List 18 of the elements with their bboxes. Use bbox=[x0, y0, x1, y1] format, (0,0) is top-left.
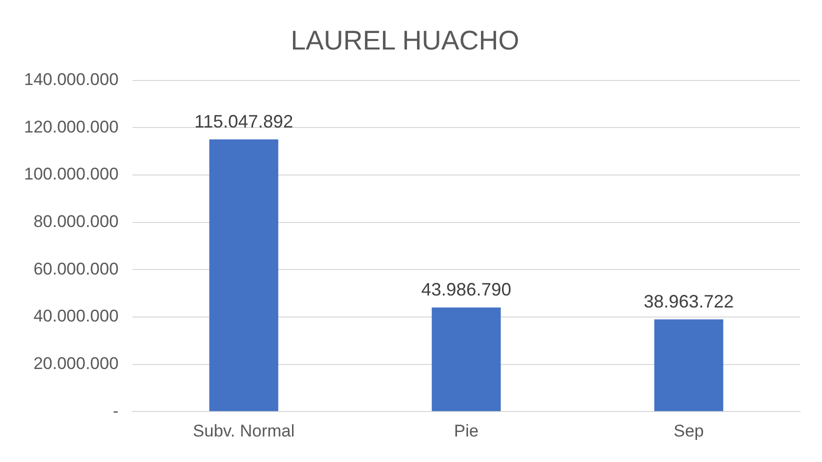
bar bbox=[654, 319, 724, 412]
y-tick-label: 60.000.000 bbox=[33, 259, 119, 278]
y-tick-label: 120.000.000 bbox=[24, 117, 119, 136]
x-tick-label: Subv. Normal bbox=[192, 421, 295, 440]
data-label: 43.986.790 bbox=[421, 280, 512, 300]
y-tick-label: 80.000.000 bbox=[33, 212, 119, 232]
x-tick-label: Sep bbox=[674, 421, 704, 440]
bar bbox=[209, 139, 278, 412]
y-tick-label: - bbox=[112, 401, 119, 420]
chart-title: LAUREL HUACHO bbox=[290, 26, 520, 56]
y-tick-label: 20.000.000 bbox=[33, 354, 119, 373]
data-label: 38.963.722 bbox=[644, 291, 734, 312]
x-tick-label: Pie bbox=[454, 421, 479, 440]
y-tick-label: 100.000.000 bbox=[24, 164, 119, 184]
y-tick-label: 140.000.000 bbox=[24, 70, 119, 90]
bar bbox=[432, 308, 501, 412]
data-label: 115.047.892 bbox=[194, 111, 294, 132]
y-tick-label: 40.000.000 bbox=[33, 306, 119, 326]
